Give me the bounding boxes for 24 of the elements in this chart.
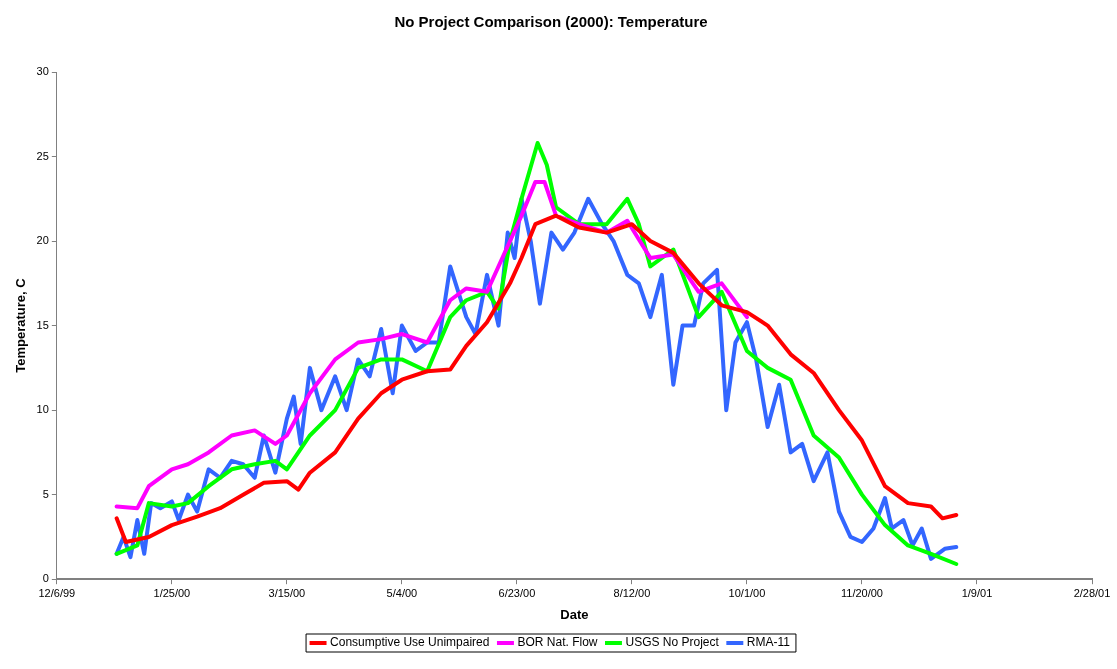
y-tick-label: 15 [36,318,49,331]
x-tick-label: 1/25/00 [153,586,191,599]
y-axis-title: Temperature, C [13,277,29,373]
y-tick-label: 25 [36,149,49,162]
legend-label: RMA-11 [746,635,791,650]
x-tick-label: 8/12/00 [613,586,651,599]
x-tick-label: 11/20/00 [840,586,883,599]
x-tick-label: 2/28/01 [1073,586,1111,599]
x-tick-label: 6/23/00 [498,586,536,599]
x-tick-label: 1/9/01 [961,586,993,599]
y-tick-label: 10 [36,403,49,416]
x-axis-title: Date [560,606,589,622]
legend-label: Consumptive Use Unimpaired [330,635,490,650]
y-tick-label: 30 [36,65,49,78]
x-tick-label: 12/6/99 [38,586,76,599]
y-tick-label: 0 [42,572,49,585]
y-tick-label: 20 [36,234,49,247]
x-tick-label: 3/15/00 [268,586,306,599]
legend-label: BOR Nat. Flow [517,635,598,650]
chart-title: No Project Comparison (2000): Temperature [394,13,708,31]
y-tick-label: 5 [42,487,49,500]
x-tick-label: 5/4/00 [386,586,418,599]
x-tick-label: 10/1/00 [728,586,766,599]
legend-label: USGS No Project [625,635,720,650]
